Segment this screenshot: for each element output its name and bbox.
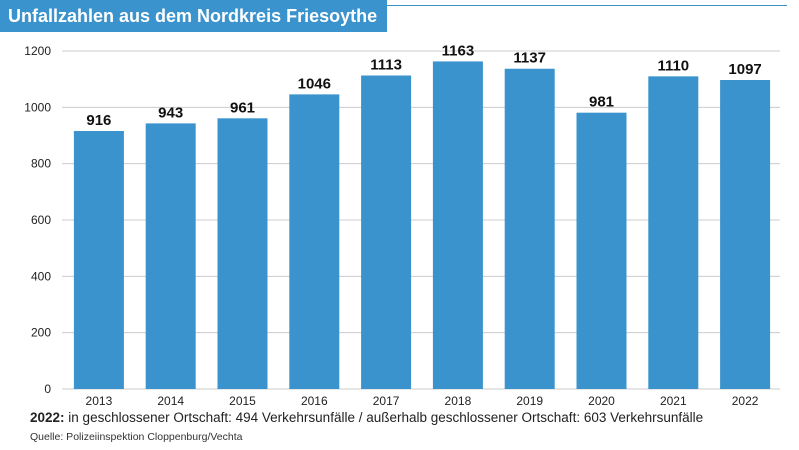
y-tick-label: 1000 [24,100,51,114]
y-tick-label: 200 [31,326,51,340]
bar-2022 [720,80,771,390]
x-axis: 2013 2014 2015 2016 2017 2018 2019 2020 2021 2022 [86,394,759,405]
y-tick-label: 600 [31,213,51,227]
data-label-2019: 1137 [513,50,546,67]
title-rule [370,5,787,6]
data-label-2017: 1113 [370,57,402,74]
footnote-text: in geschlossener Ortschaft: 494 Verkehrs… [68,410,704,425]
y-tick-label: 1200 [24,44,51,58]
bar-2018 [432,61,483,390]
data-labels: 916 943 961 1046 1113 1163 1137 981 1110 1097 [86,42,761,129]
x-tick-label-2016: 2016 [301,394,328,405]
bar-2020 [576,112,627,389]
y-tick-label: 0 [44,382,51,396]
x-tick-label-2017: 2017 [373,394,400,405]
x-tick-label-2018: 2018 [445,394,472,405]
data-label-2016: 1046 [298,75,331,92]
y-tick-label: 800 [31,157,51,171]
data-label-2020: 981 [589,94,614,111]
bar-2019 [504,68,555,390]
bars [73,61,771,390]
bar-2014 [145,123,196,389]
data-label-2022: 1097 [728,61,761,78]
footnote: 2022: in geschlossener Ortschaft: 494 Ve… [30,410,703,425]
bar-2017 [361,75,412,389]
x-tick-label-2019: 2019 [516,394,543,405]
y-tick-label: 400 [31,269,51,283]
data-label-2018: 1163 [442,42,475,59]
x-tick-label-2021: 2021 [660,394,687,405]
data-label-2021: 1110 [657,57,689,74]
bar-2016 [289,94,340,390]
bar-2021 [648,76,699,389]
bar-2015 [217,118,268,390]
data-label-2014: 943 [158,104,183,121]
x-tick-label-2022: 2022 [732,394,759,405]
x-tick-label-2020: 2020 [588,394,615,405]
y-axis: 0 200 400 600 800 1000 1200 [24,44,51,396]
footnote-year: 2022: [30,410,65,425]
chart-title: Unfallzahlen aus dem Nordkreis Friesoyth… [0,0,388,32]
x-tick-label-2013: 2013 [86,394,113,405]
x-tick-label-2014: 2014 [157,394,184,405]
data-label-2013: 916 [86,112,111,129]
bar-2013 [73,130,124,389]
bar-chart: 0 200 400 600 800 1000 1200 916 943 961 1046 1113 1… [24,42,780,405]
source-note: Quelle: Polizeiinspektion Cloppenburg/Ve… [30,431,243,443]
data-label-2015: 961 [230,99,255,116]
x-tick-label-2015: 2015 [229,394,256,405]
